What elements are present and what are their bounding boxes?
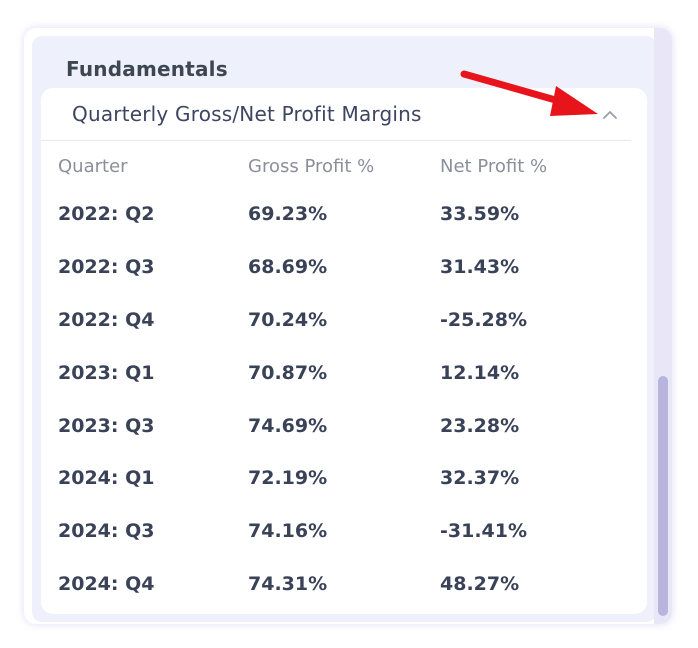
table-header-row: Quarter Gross Profit % Net Profit % — [58, 144, 610, 188]
net-profit-cell: 32.37% — [440, 467, 520, 490]
table-row: 2022: Q3 68.69% 31.43% — [58, 241, 610, 294]
gross-profit-cell: 74.69% — [248, 414, 328, 437]
gross-profit-cell: 74.31% — [248, 572, 328, 595]
header-gross-profit: Gross Profit % — [248, 155, 375, 177]
profit-margins-card: Quarterly Gross/Net Profit Margins Quart… — [41, 88, 647, 614]
gross-profit-cell: 68.69% — [248, 256, 328, 279]
quarter-cell: 2022: Q4 — [58, 308, 155, 331]
collapse-button[interactable] — [597, 102, 623, 128]
table-row: 2022: Q4 70.24% -25.28% — [58, 294, 610, 347]
gross-profit-cell: 74.16% — [248, 520, 328, 543]
quarter-cell: 2023: Q3 — [58, 414, 155, 437]
table-row: 2024: Q1 72.19% 32.37% — [58, 452, 610, 505]
net-profit-cell: 12.14% — [440, 361, 520, 384]
panel-title: Fundamentals — [66, 57, 228, 81]
quarter-cell: 2024: Q1 — [58, 467, 155, 490]
net-profit-cell: 31.43% — [440, 256, 520, 279]
card-title: Quarterly Gross/Net Profit Margins — [72, 102, 422, 126]
fundamentals-panel: Fundamentals Quarterly Gross/Net Profit … — [32, 36, 656, 622]
net-profit-cell: 48.27% — [440, 572, 520, 595]
net-profit-cell: -31.41% — [440, 520, 528, 543]
gross-profit-cell: 70.24% — [248, 308, 328, 331]
table-row: 2024: Q3 74.16% -31.41% — [58, 505, 610, 558]
header-quarter: Quarter — [58, 155, 128, 177]
scrollbar[interactable] — [654, 28, 672, 624]
table-row: 2023: Q1 70.87% 12.14% — [58, 346, 610, 399]
quarter-cell: 2024: Q4 — [58, 572, 155, 595]
fundamentals-widget: Fundamentals Quarterly Gross/Net Profit … — [24, 28, 672, 624]
scrollbar-thumb[interactable] — [658, 376, 668, 616]
chevron-up-icon — [603, 111, 617, 119]
table-row: 2022: Q2 69.23% 33.59% — [58, 188, 610, 241]
gross-profit-cell: 72.19% — [248, 467, 328, 490]
quarter-cell: 2024: Q3 — [58, 520, 155, 543]
quarter-cell: 2023: Q1 — [58, 361, 155, 384]
table-row: 2024: Q4 74.31% 48.27% — [58, 558, 610, 611]
quarter-cell: 2022: Q3 — [58, 256, 155, 279]
gross-profit-cell: 69.23% — [248, 203, 328, 226]
gross-profit-cell: 70.87% — [248, 361, 328, 384]
quarter-cell: 2022: Q2 — [58, 203, 155, 226]
margins-table: Quarter Gross Profit % Net Profit % 2022… — [58, 144, 610, 610]
net-profit-cell: -25.28% — [440, 308, 528, 331]
header-net-profit: Net Profit % — [440, 155, 548, 177]
net-profit-cell: 23.28% — [440, 414, 520, 437]
table-row: 2023: Q3 74.69% 23.28% — [58, 399, 610, 452]
card-header[interactable]: Quarterly Gross/Net Profit Margins — [41, 88, 631, 141]
net-profit-cell: 33.59% — [440, 203, 520, 226]
